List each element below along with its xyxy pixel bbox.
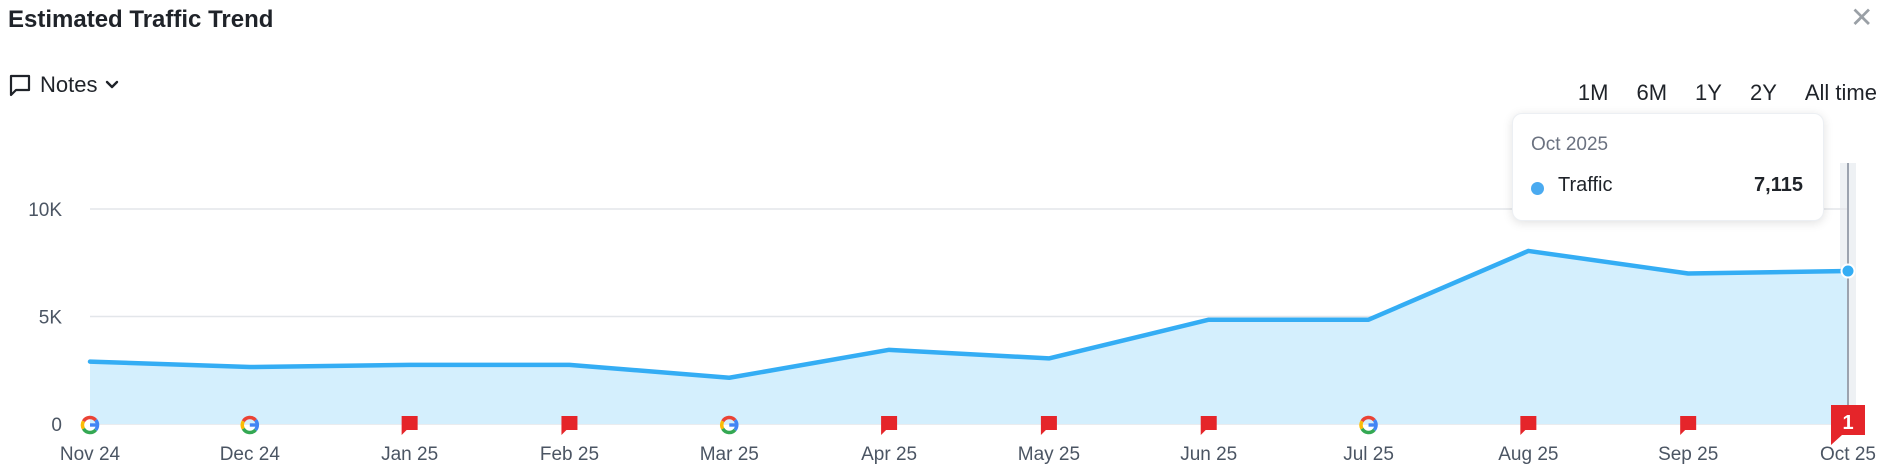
tooltip-date: Oct 2025 (1531, 134, 1609, 155)
notes-dropdown[interactable]: Notes (8, 72, 119, 98)
flag-icon[interactable] (561, 416, 578, 435)
range-2y[interactable]: 2Y (1749, 80, 1777, 105)
google-icon[interactable] (80, 415, 100, 435)
series-area-traffic (90, 250, 1848, 424)
x-tick-label: Dec 24 (220, 444, 281, 465)
series-line-traffic (87, 248, 1851, 381)
y-tick-label: 10K (28, 200, 62, 221)
flag-icon[interactable] (1680, 416, 1697, 435)
x-tick-label: Jul 25 (1343, 444, 1394, 465)
tooltip-series-dot (1531, 182, 1544, 195)
y-tick-label: 5K (39, 308, 63, 329)
note-count-badge-label: 1 (1842, 412, 1853, 434)
x-tick-label: Nov 24 (60, 444, 121, 465)
flag-icon[interactable] (401, 416, 418, 435)
flag-icon[interactable] (881, 416, 898, 435)
data-point-oct-25[interactable] (1840, 263, 1856, 279)
comment-icon (9, 74, 31, 97)
range-1m[interactable]: 1M (1577, 80, 1609, 105)
range-all-time[interactable]: All time (1804, 80, 1877, 105)
y-tick-label: 0 (51, 415, 62, 436)
time-range-selector: 1M 6M 1Y 2Y All time (1578, 80, 1877, 106)
flag-icon[interactable] (1040, 416, 1057, 435)
flag-icon[interactable] (1200, 416, 1217, 435)
google-icon[interactable] (1359, 415, 1378, 435)
google-icon[interactable] (720, 415, 739, 435)
tooltip-value: 7,115 (1754, 174, 1803, 196)
x-tick-label: Jan 25 (381, 444, 438, 465)
range-6m[interactable]: 6M (1636, 80, 1668, 105)
flag-icon[interactable] (1520, 416, 1537, 435)
x-tick-label: Jun 25 (1180, 444, 1237, 465)
close-icon[interactable]: ✕ (1850, 2, 1874, 33)
x-tick-label: Mar 25 (700, 444, 759, 465)
x-tick-label: May 25 (1018, 444, 1080, 465)
notes-label: Notes (40, 72, 98, 97)
chart-tooltip: Oct 2025 Traffic 7,115 (1512, 113, 1824, 221)
x-tick-label: Apr 25 (861, 444, 917, 465)
page-title: Estimated Traffic Trend (8, 6, 274, 33)
google-icon[interactable] (240, 415, 259, 435)
note-count-badge[interactable]: 1 (1831, 405, 1865, 445)
x-tick-label: Aug 25 (1498, 444, 1558, 465)
chevron-down-icon (106, 80, 119, 89)
x-tick-label: Oct 25 (1820, 444, 1876, 465)
x-tick-label: Feb 25 (540, 444, 599, 465)
range-1y[interactable]: 1Y (1695, 80, 1722, 105)
x-tick-label: Sep 25 (1658, 444, 1718, 465)
tooltip-series-name: Traffic (1558, 174, 1613, 196)
